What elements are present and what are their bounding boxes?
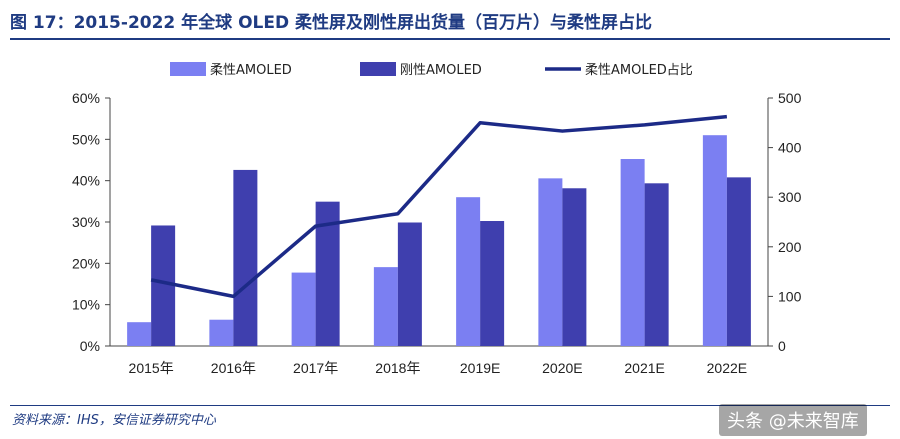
left-tick-label: 60%	[72, 90, 100, 106]
right-tick-label: 400	[778, 140, 802, 156]
source-note: 资料来源：IHS，安信证券研究中心	[12, 413, 216, 428]
source-divider	[10, 405, 890, 406]
bar-flexible	[620, 159, 645, 346]
x-tick-label: 2016年	[211, 360, 256, 376]
bar-rigid	[562, 188, 587, 346]
bar-rigid	[480, 221, 505, 346]
right-tick-label: 0	[778, 338, 786, 354]
left-tick-label: 20%	[72, 255, 100, 271]
bar-flexible	[456, 197, 481, 346]
left-tick-label: 40%	[72, 173, 100, 189]
right-tick-label: 200	[778, 239, 802, 255]
bar-rigid	[397, 222, 422, 346]
right-tick-label: 300	[778, 189, 802, 205]
left-tick-label: 10%	[72, 297, 100, 313]
legend-label: 柔性AMOLED占比	[585, 63, 693, 78]
x-tick-label: 2022E	[707, 360, 747, 376]
left-tick-label: 0%	[80, 338, 100, 354]
watermark: 头条 @未来智库	[719, 404, 867, 436]
legend-label: 刚性AMOLED	[400, 63, 482, 78]
figure-title: 图 17：2015-2022 年全球 OLED 柔性屏及刚性屏出货量（百万片）与…	[10, 13, 653, 33]
bar-flexible	[209, 319, 234, 346]
bar-rigid	[726, 177, 751, 346]
bar-flexible	[373, 267, 398, 346]
bar-rigid	[233, 169, 258, 346]
right-tick-label: 500	[778, 90, 802, 106]
x-tick-label: 2015年	[129, 360, 174, 376]
right-tick-label: 100	[778, 288, 802, 304]
bar-flexible	[538, 178, 563, 346]
bar-rigid	[644, 183, 669, 346]
bar-flexible	[291, 272, 316, 346]
share-line	[150, 114, 728, 299]
bar-flexible	[702, 135, 727, 346]
x-tick-label: 2019E	[460, 360, 500, 376]
bar-rigid	[151, 225, 176, 346]
legend-swatch	[170, 62, 206, 76]
x-tick-label: 2017年	[293, 360, 338, 376]
title-divider	[10, 38, 890, 40]
left-tick-label: 30%	[72, 214, 100, 230]
legend-label: 柔性AMOLED	[210, 63, 292, 78]
x-tick-label: 2021E	[624, 360, 664, 376]
x-tick-label: 2018年	[375, 360, 420, 376]
bar-flexible	[127, 322, 152, 346]
legend-swatch	[360, 62, 396, 76]
x-tick-label: 2020E	[542, 360, 582, 376]
left-tick-label: 50%	[72, 131, 100, 147]
